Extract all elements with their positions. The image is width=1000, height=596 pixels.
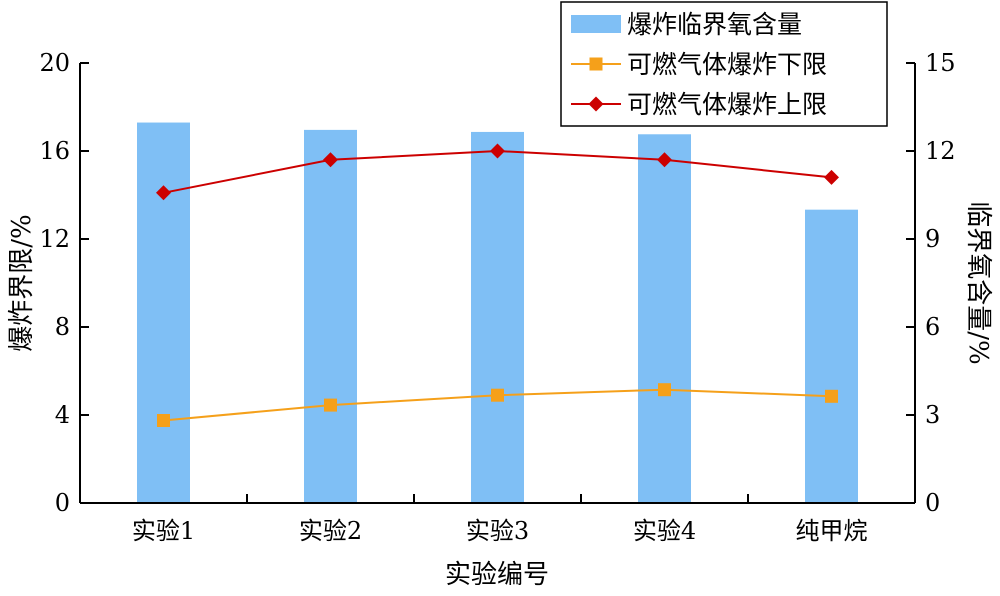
marker-square-2 <box>324 398 337 412</box>
legend-label: 爆炸临界氧含量 <box>627 10 802 39</box>
lines-layer <box>156 143 839 427</box>
bar-4 <box>638 134 691 503</box>
axes-layer: 0 4 8 12 16 20 0 3 6 9 12 15 实验1 实验2 实验3 实验4 纯甲烷 <box>39 49 955 545</box>
x-tick-label: 实验2 <box>299 517 362 545</box>
y-right-tick-label: 9 <box>925 225 940 253</box>
y-left-tick-label: 8 <box>55 313 70 341</box>
x-tick-label: 纯甲烷 <box>796 517 868 545</box>
marker-square-4 <box>658 383 671 397</box>
y-left-tick-label: 16 <box>39 137 70 165</box>
x-tick-label: 实验3 <box>466 517 529 545</box>
marker-diamond-3 <box>490 143 505 159</box>
marker-square-1 <box>157 414 170 427</box>
bar-1 <box>137 122 190 504</box>
marker-diamond-1 <box>156 185 171 201</box>
y-right-tick-label: 0 <box>925 489 940 517</box>
legend-swatch-bar <box>571 15 621 33</box>
marker-diamond-4 <box>657 152 672 168</box>
marker-square-3 <box>491 388 504 402</box>
y-left-tick-label: 0 <box>55 489 70 517</box>
y-left-tick-label: 20 <box>39 49 70 77</box>
legend-marker-diamond <box>588 96 604 112</box>
x-tick-label: 实验1 <box>132 517 195 545</box>
bar-5 <box>805 209 858 503</box>
marker-diamond-2 <box>323 152 338 168</box>
y-left-tick-label: 12 <box>39 225 70 253</box>
y-right-tick-label: 3 <box>925 401 940 429</box>
x-tick-label: 实验4 <box>633 517 696 545</box>
y-right-tick-label: 6 <box>925 313 940 341</box>
bar-2 <box>304 129 357 503</box>
bar-3 <box>471 131 524 503</box>
bars-layer <box>137 122 858 504</box>
y-axis-left-title: 爆炸界限/% <box>7 214 37 351</box>
marker-square-5 <box>825 389 838 403</box>
marker-diamond-5 <box>824 169 839 185</box>
y-left-tick-label: 4 <box>55 401 70 429</box>
legend-label: 可燃气体爆炸下限 <box>627 50 827 79</box>
y-right-tick-label: 15 <box>925 49 956 77</box>
x-axis-title: 实验编号 <box>445 560 549 590</box>
y-axis-right-title: 临界氧含量/% <box>963 201 993 364</box>
y-right-tick-label: 12 <box>925 137 956 165</box>
legend-marker-square <box>589 57 603 71</box>
legend-label: 可燃气体爆炸上限 <box>627 90 827 119</box>
